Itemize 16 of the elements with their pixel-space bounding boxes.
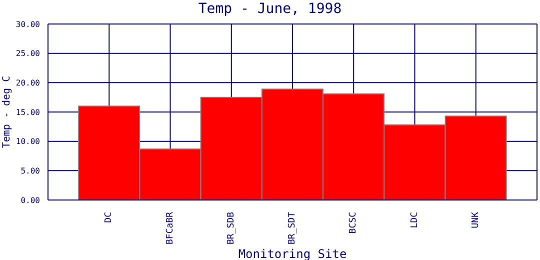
y-tick-label: 30.00 (16, 20, 40, 29)
y-tick-label: 5.00 (20, 166, 40, 176)
chart-title: Temp - June, 1998 (197, 0, 343, 18)
x-tick-label: UNK (470, 211, 481, 228)
x-tick-label: BR_SDT (288, 211, 298, 245)
y-axis-title: Temp - deg C (2, 76, 13, 148)
x-tick-label: BCSC (348, 212, 359, 234)
y-tick-label: 0.00 (20, 196, 40, 205)
y-tick-label: 15.00 (16, 108, 40, 117)
x-tick-label: LDC (410, 212, 420, 228)
x-tick-label: BR_SDB (226, 212, 236, 245)
y-tick-label: 10.00 (16, 137, 40, 146)
x-tick-label: BFCaBR (165, 211, 176, 245)
y-tick-label: 20.00 (16, 78, 40, 88)
y-tick-label: 25.00 (16, 49, 40, 58)
x-tick-label: DC (104, 212, 114, 223)
